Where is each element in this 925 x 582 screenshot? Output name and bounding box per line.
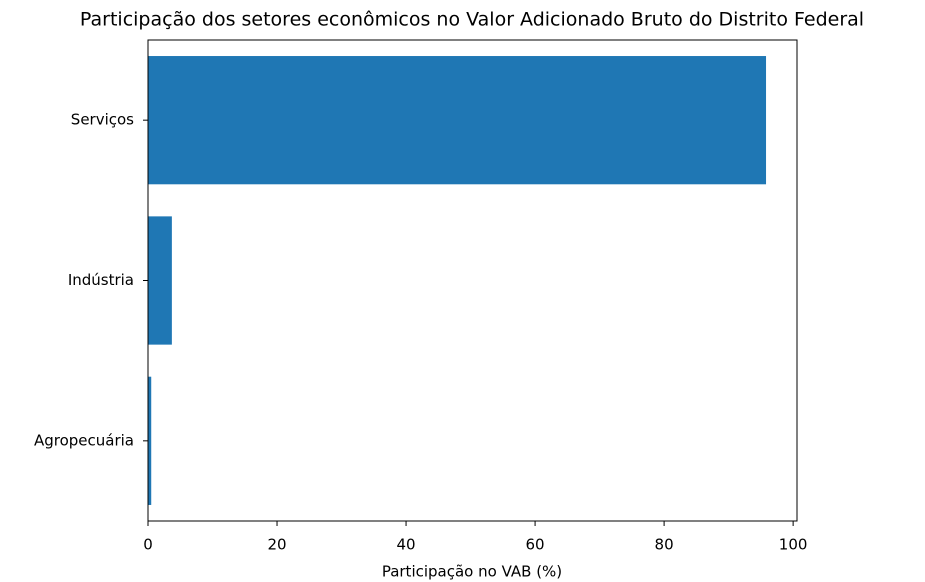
bar: [148, 376, 152, 505]
bar: [148, 216, 172, 345]
x-axis-label: Participação no VAB (%): [382, 563, 562, 581]
bar: [148, 56, 767, 185]
x-tick-label: 0: [143, 536, 153, 554]
x-tick-label: 100: [779, 536, 808, 554]
chart-title: Participação dos setores econômicos no V…: [80, 9, 864, 31]
x-tick-label: 80: [655, 536, 674, 554]
y-tick-label: Indústria: [68, 271, 134, 289]
y-tick-label: Serviços: [71, 111, 134, 129]
plot-frame: [147, 39, 798, 522]
y-tick-label: Agropecuária: [34, 431, 134, 449]
x-tick-label: 20: [267, 536, 286, 554]
x-tick-label: 60: [526, 536, 545, 554]
x-tick-label: 40: [397, 536, 416, 554]
